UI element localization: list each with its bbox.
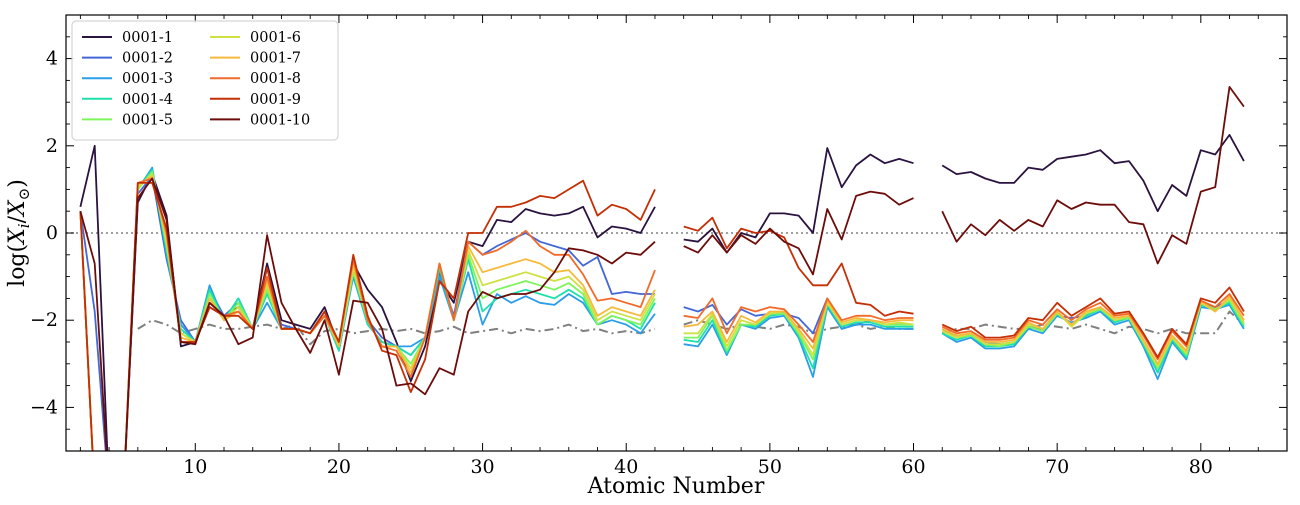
series-line-segment xyxy=(683,319,914,335)
series-line-segment xyxy=(941,133,1245,213)
y-tick-label: 2 xyxy=(46,135,58,157)
legend-label: 0001-5 xyxy=(122,112,173,128)
series-line-segment xyxy=(683,299,914,350)
series-line-segment xyxy=(683,147,914,254)
x-tick-label: 80 xyxy=(1189,456,1213,478)
y-axis-label: log(Xi/X⊙) xyxy=(5,179,33,287)
legend-label: 0001-7 xyxy=(250,51,301,67)
x-tick-label: 30 xyxy=(470,456,494,478)
series-0001-8 xyxy=(79,177,1245,451)
series-0001-7 xyxy=(79,175,1245,451)
y-tick-label: 0 xyxy=(46,222,58,244)
legend-label: 0001-8 xyxy=(250,71,301,87)
series-0001-4 xyxy=(79,168,1245,451)
series-0001-9 xyxy=(79,179,1245,451)
legend-label: 0001-10 xyxy=(250,112,310,128)
legend-label: 0001-4 xyxy=(122,92,173,108)
x-axis-label: Atomic Number xyxy=(587,474,765,499)
series-line-segment xyxy=(683,216,914,317)
y-tick-label: −4 xyxy=(30,396,58,418)
series-0001-2 xyxy=(79,175,1245,451)
series-line-segment xyxy=(941,86,1245,265)
legend-label: 0001-2 xyxy=(122,51,173,67)
x-tick-label: 10 xyxy=(183,456,207,478)
series-0001-10 xyxy=(79,86,1245,451)
series-line-segment xyxy=(137,319,656,346)
series-line-segment xyxy=(683,297,914,343)
legend: 0001-1 0001-2 0001-3 0001-4 0001-5 0001-6 0001… xyxy=(71,20,339,141)
series-gray-reference xyxy=(137,310,1245,346)
x-tick-label: 60 xyxy=(901,456,925,478)
legend-label: 0001-6 xyxy=(250,30,301,46)
axis-ticks: 10 20 30 40 50 60 70 80 −4 −2 0 2 4 xyxy=(30,14,1288,478)
x-tick-label: 20 xyxy=(327,456,351,478)
series-line-segment xyxy=(683,303,914,370)
x-tick-label: 40 xyxy=(614,456,638,478)
series-line-segment xyxy=(79,177,656,451)
series-line-segment xyxy=(941,286,1245,359)
legend-label: 0001-3 xyxy=(122,71,173,87)
series-0001-5 xyxy=(79,171,1245,451)
y-tick-label: 4 xyxy=(46,48,58,70)
x-tick-label: 50 xyxy=(758,456,782,478)
legend-box xyxy=(71,20,339,141)
legend-label: 0001-9 xyxy=(250,92,301,108)
legend-label: 0001-1 xyxy=(122,30,173,46)
y-tick-label: −2 xyxy=(30,309,58,331)
data-layer xyxy=(66,86,1287,451)
series-line-segment xyxy=(941,310,1245,335)
x-tick-label: 70 xyxy=(1045,456,1069,478)
series-0001-6 xyxy=(79,173,1245,451)
series-line-segment xyxy=(683,190,914,276)
series-0001-3 xyxy=(79,166,1245,451)
